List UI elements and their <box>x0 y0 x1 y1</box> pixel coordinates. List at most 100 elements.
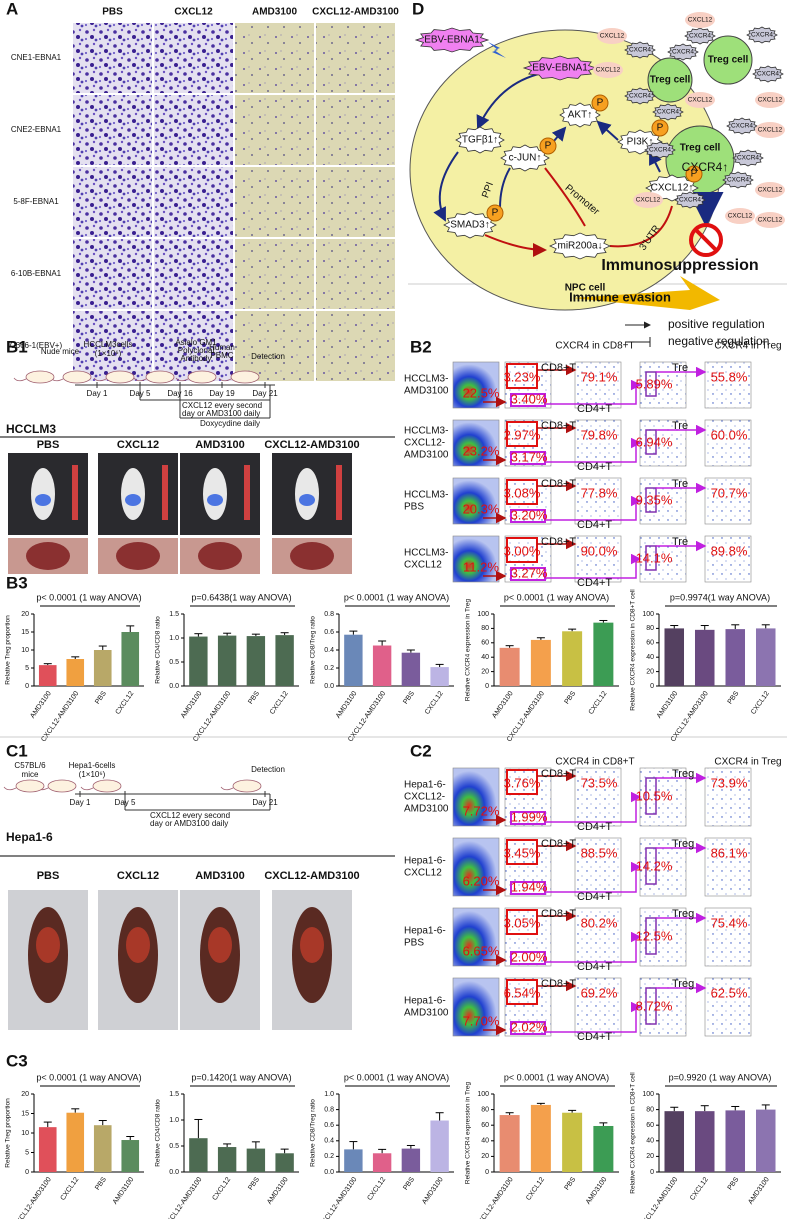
percentage: 70.7% <box>711 485 748 500</box>
cxcl12-label: CXCL12 <box>636 197 661 204</box>
percentage: 2.02% <box>511 1019 548 1034</box>
bar <box>344 634 363 686</box>
y-tick-label: 80 <box>481 1106 489 1113</box>
row-label: 5-8F-EBNA1 <box>13 197 59 206</box>
row-label: CXCL12 <box>404 560 442 571</box>
chart-title: p< 0.0001 (1 way ANOVA) <box>344 592 449 602</box>
y-axis-label: Relative CXCR4 expression in CD8+T cell <box>630 1072 637 1194</box>
y-tick-label: 5 <box>25 665 29 672</box>
group-label: PBS <box>37 439 60 451</box>
edge-label: PPI <box>480 181 496 200</box>
y-tick-label: 5 <box>25 1149 29 1156</box>
mouse-icon <box>15 779 45 793</box>
cxcr4-receptor <box>726 117 758 135</box>
percentage: 23.2% <box>463 443 500 458</box>
mouse-tail <box>13 377 27 382</box>
legend-label: positive regulation <box>668 317 765 331</box>
phospho-label: P <box>492 208 499 219</box>
y-tick-label: 0.0 <box>324 1169 334 1176</box>
mouse-tail <box>220 786 234 791</box>
y-tick-label: 40 <box>646 1138 654 1145</box>
gate <box>645 429 657 455</box>
percentage: 10.5% <box>636 788 673 803</box>
flow-plot <box>452 837 500 897</box>
y-tick-label: 0.2 <box>324 1153 334 1160</box>
cxcr4-receptor <box>746 26 778 44</box>
percentage: 6.65% <box>463 943 500 958</box>
percentage: 1.94% <box>511 879 548 894</box>
micrograph <box>73 23 152 93</box>
x-tick-label: PBS <box>727 1176 741 1192</box>
panel-label: B1 <box>6 337 28 356</box>
flow-arrow <box>545 931 642 963</box>
gate-label: Treg <box>672 908 694 920</box>
gate <box>645 545 657 571</box>
y-tick-label: 0 <box>485 1169 489 1176</box>
x-tick-label: AMD3100 <box>491 690 515 720</box>
gate-label: Treg <box>672 838 694 850</box>
flow-plot <box>704 361 752 409</box>
micrograph <box>316 23 395 93</box>
y-tick-label: 0 <box>25 683 29 690</box>
percentage: 6.94% <box>636 434 673 449</box>
gate-label: CD8+T <box>541 478 576 490</box>
gate <box>645 847 657 885</box>
row-label: PBS <box>404 502 424 513</box>
cxcr4-label: CXCR4 <box>649 147 671 154</box>
timeline-c1 <box>0 793 395 857</box>
mouse-tail <box>133 377 147 382</box>
bar <box>694 629 715 686</box>
flow-plot <box>574 477 622 525</box>
node <box>455 126 505 154</box>
row-label: AMD3100 <box>404 804 449 815</box>
flow-plot <box>704 837 752 897</box>
mouse-icon <box>145 370 175 384</box>
percentage: 75.4% <box>711 915 748 930</box>
step-label: Human <box>209 343 235 352</box>
x-tick-label: AMD3100 <box>29 690 53 720</box>
flow-plot <box>639 361 687 409</box>
bar <box>38 1127 57 1172</box>
gate-label: CD8+T <box>541 768 576 780</box>
x-tick-label: CXCL12 <box>424 690 445 716</box>
y-tick-label: 0.6 <box>324 629 334 636</box>
row-label: AMD3100 <box>404 450 449 461</box>
percentage: 9.35% <box>636 492 673 507</box>
percentage: 6.54% <box>504 985 541 1000</box>
mouse-tail <box>80 786 94 791</box>
group-label: AMD3100 <box>195 439 245 451</box>
phospho-badge <box>486 204 504 222</box>
day-label: Day 1 <box>70 798 91 807</box>
gate-label: CD4+T <box>577 1031 612 1043</box>
x-tick-label: PBS <box>94 690 108 706</box>
step-label: Nude mice <box>41 347 80 356</box>
bar <box>499 1115 520 1172</box>
y-tick-label: 0.5 <box>169 659 179 666</box>
y-tick-label: 20 <box>481 1153 489 1160</box>
step-label: C57BL/6 <box>14 761 46 770</box>
mouse-tail <box>3 786 17 791</box>
treg-cell <box>647 57 693 103</box>
y-axis-label: Relative Treg proportion <box>5 615 12 685</box>
flow-plot <box>704 477 752 525</box>
y-tick-label: 0.8 <box>324 1106 334 1113</box>
y-tick-label: 0.2 <box>324 665 334 672</box>
flow-arrow <box>545 791 642 823</box>
y-tick-label: 100 <box>477 1091 489 1098</box>
treatment-label: day or AMD3100 daily <box>150 819 228 828</box>
node <box>522 55 598 81</box>
cxcr4-receptor <box>752 65 784 83</box>
y-tick-label: 10 <box>21 1130 29 1137</box>
flow-header: CXCR4 in CD8+T <box>555 757 634 768</box>
bar <box>189 1138 208 1172</box>
y-tick-label: 0 <box>485 683 489 690</box>
row-label: Hepa1-6- <box>404 780 446 791</box>
no-sign <box>693 227 719 253</box>
bar <box>275 1153 294 1172</box>
node-label: CXCL12↑ <box>651 183 694 194</box>
bar <box>217 1147 237 1172</box>
flow-header: CXCR4 in Treg <box>714 757 781 768</box>
gate-label: CD8+T <box>541 978 576 990</box>
treatment-label: CXCL12 every second <box>150 811 230 820</box>
treg-label: Treg cell <box>650 75 691 86</box>
